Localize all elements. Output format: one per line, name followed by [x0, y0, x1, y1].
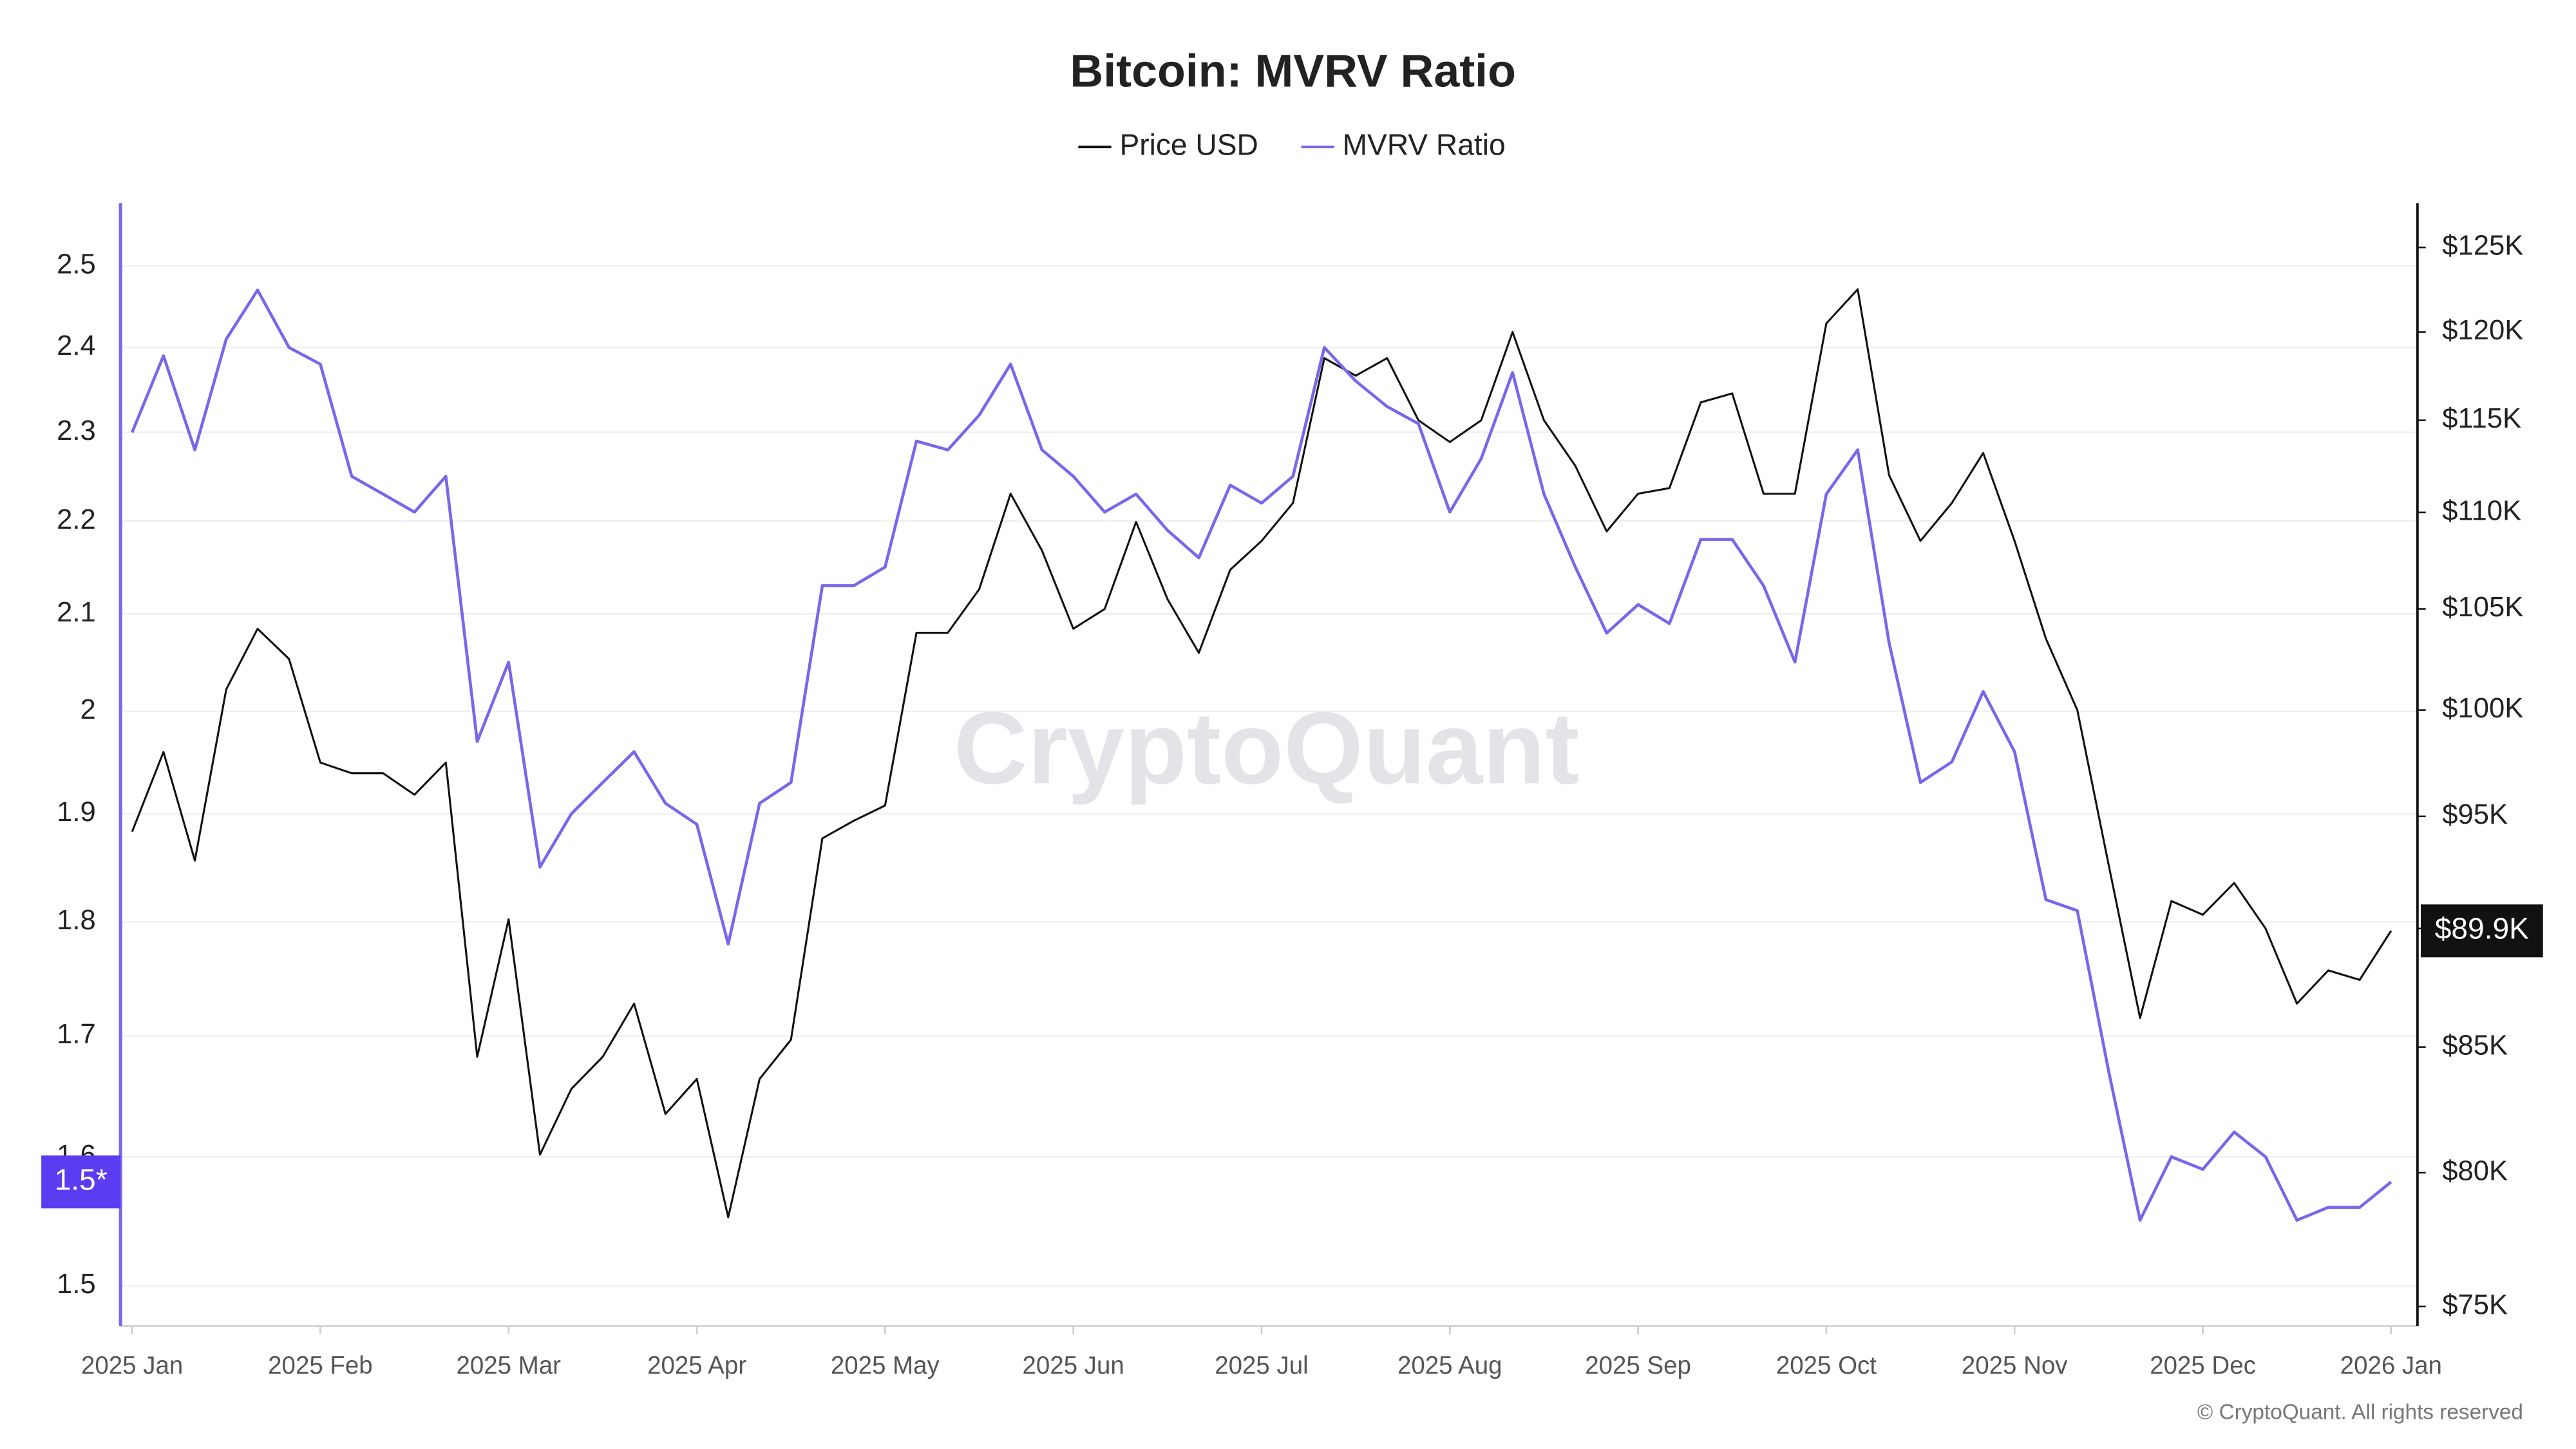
x-tick-label: 2025 Oct — [1776, 1352, 1877, 1379]
series-line — [130, 289, 2392, 1222]
y2-tick-label: $110K — [2442, 495, 2521, 526]
y-tick-label: 1.5 — [57, 1269, 96, 1300]
x-tick-label: 2025 Jul — [1215, 1352, 1308, 1379]
legend-label: Price USD — [1119, 128, 1258, 161]
footer: © CryptoQuant. All rights reserved — [2197, 1401, 2523, 1425]
y-tick-label: 2.4 — [57, 330, 96, 361]
y-tick-label: 1.8 — [57, 905, 96, 936]
legend-label: MVRV Ratio — [1343, 128, 1506, 161]
series-line — [131, 288, 2392, 1218]
chart-title: Bitcoin: MVRV Ratio — [1070, 45, 1516, 97]
y-tick-label: 2.1 — [57, 597, 96, 628]
y2-tick-label: $80K — [2442, 1156, 2508, 1187]
y2-tick-label: $95K — [2442, 799, 2508, 830]
x-tick-label: 2026 Jan — [2340, 1352, 2442, 1379]
x-tick-label: 2025 Sep — [1585, 1352, 1691, 1379]
current-value-label: 1.5* — [55, 1162, 108, 1196]
y-tick-label: 1.9 — [57, 797, 96, 828]
y-tick-label: 2.5 — [57, 249, 96, 280]
x-tick-label: 2025 Feb — [268, 1352, 373, 1379]
y2-tick-label: $100K — [2442, 693, 2523, 724]
y-tick-label: 2 — [80, 694, 95, 725]
current-value-badge — [41, 1155, 121, 1209]
x-tick-label: 2025 Dec — [2150, 1352, 2256, 1379]
y-tick-label: 2.3 — [57, 415, 96, 446]
x-tick-label: 2025 Jun — [1023, 1352, 1124, 1379]
x-tick-label: 2025 Aug — [1397, 1352, 1502, 1379]
x-tick-label: 2025 Apr — [647, 1352, 746, 1379]
x-tick-label: 2025 May — [831, 1352, 940, 1379]
y2-tick-label: $125K — [2442, 231, 2523, 261]
current-value-label: $89.9K — [2435, 912, 2529, 945]
y2-tick-label: $75K — [2442, 1289, 2508, 1320]
watermark: CryptoQuant — [954, 690, 1579, 805]
current-value-badge — [2420, 904, 2543, 958]
y-tick-label: 1.7 — [57, 1019, 96, 1050]
x-tick-label: 2025 Jan — [81, 1352, 183, 1379]
y2-tick-label: $85K — [2442, 1030, 2508, 1061]
x-tick-label: 2025 Nov — [1962, 1352, 2068, 1379]
y2-tick-label: $120K — [2442, 315, 2523, 346]
y-tick-label: 2.2 — [57, 504, 96, 535]
y2-tick-label: $115K — [2442, 403, 2521, 434]
x-tick-label: 2025 Mar — [457, 1352, 562, 1379]
y2-tick-label: $105K — [2442, 592, 2523, 623]
